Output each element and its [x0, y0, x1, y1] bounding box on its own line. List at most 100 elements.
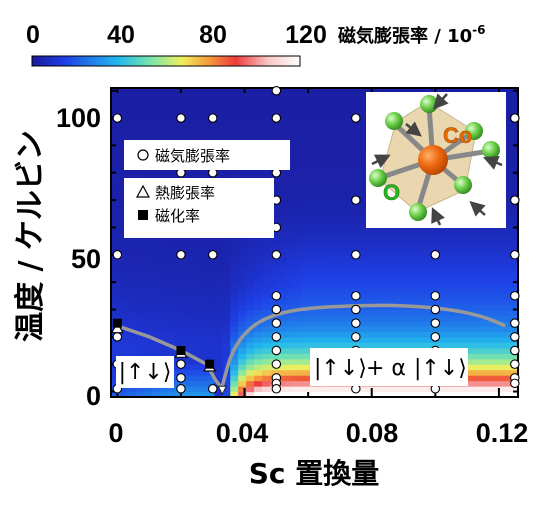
- heatmap-cell: [413, 260, 422, 267]
- heatmap-cell: [230, 172, 239, 179]
- heatmap-cell: [174, 90, 184, 97]
- heatmap-cell: [230, 293, 239, 300]
- heatmap-cell: [254, 107, 263, 114]
- heatmap-cell: [126, 249, 136, 256]
- heatmap-cell: [246, 107, 255, 114]
- heatmap-cell: [492, 249, 502, 256]
- heatmap-cell: [333, 309, 343, 316]
- heatmap-cell: [333, 320, 343, 327]
- heatmap-cell: [325, 249, 335, 256]
- data-point-circle: [510, 291, 520, 301]
- heatmap-cell: [285, 211, 295, 218]
- heatmap-cell: [150, 331, 160, 338]
- heatmap-cell: [436, 391, 446, 397]
- heatmap-cell: [118, 221, 128, 229]
- heatmap-cell: [381, 342, 390, 349]
- heatmap-cell: [190, 254, 200, 261]
- heatmap-cell: [285, 249, 295, 256]
- heatmap-cell: [142, 336, 152, 343]
- heatmap-cell: [476, 336, 486, 343]
- heatmap-cell: [198, 375, 207, 382]
- legend-label-circle: 磁気膨張率: [155, 147, 230, 165]
- heatmap-cell: [111, 107, 120, 114]
- heatmap-cell: [111, 96, 120, 103]
- heatmap-cell: [373, 254, 382, 261]
- heatmap-cell: [357, 287, 366, 294]
- heatmap-cell: [341, 194, 351, 201]
- heatmap-cell: [381, 227, 390, 234]
- heatmap-cell: [301, 118, 311, 125]
- colorbar-exponent: -6: [472, 23, 485, 37]
- heatmap-cell: [341, 249, 351, 256]
- heatmap-cell: [341, 265, 351, 272]
- heatmap-cell: [238, 293, 247, 300]
- heatmap-cell: [166, 129, 176, 136]
- heatmap-cell: [111, 375, 120, 382]
- x-tick-0.12: 0.12: [476, 418, 529, 448]
- heatmap-cell: [389, 298, 398, 305]
- data-point-circle: [176, 373, 186, 383]
- heatmap-cell: [317, 216, 327, 223]
- heatmap-cell: [182, 265, 192, 272]
- heatmap-cell: [421, 276, 430, 283]
- heatmap-cell: [277, 249, 287, 256]
- heatmap-cell: [381, 271, 390, 278]
- heatmap-cell: [214, 112, 223, 119]
- heatmap-cell: [317, 249, 327, 256]
- heatmap-cell: [142, 287, 152, 294]
- data-point-circle: [351, 332, 361, 342]
- heatmap-cell: [373, 314, 382, 322]
- heatmap-cell: [484, 325, 494, 332]
- heatmap-cell: [262, 353, 271, 360]
- heatmap-cell: [301, 150, 311, 157]
- heatmap-cell: [357, 129, 366, 136]
- heatmap-cell: [492, 260, 502, 267]
- heatmap-cell: [484, 227, 494, 234]
- heatmap-cell: [405, 325, 414, 332]
- heatmap-cell: [309, 309, 319, 316]
- heatmap-cell: [317, 386, 327, 393]
- heatmap-cell: [389, 88, 398, 92]
- heatmap-cell: [238, 123, 247, 130]
- heatmap-cell: [444, 342, 454, 349]
- heatmap-cell: [222, 101, 231, 108]
- heatmap-cell: [357, 101, 366, 108]
- heatmap-cell: [142, 134, 152, 141]
- heatmap-cell: [214, 386, 223, 393]
- heatmap-cell: [246, 380, 255, 387]
- heatmap-cell: [381, 293, 390, 300]
- heatmap-cell: [317, 90, 327, 97]
- heatmap-cell: [262, 243, 271, 250]
- heatmap-cell: [333, 227, 343, 234]
- heatmap-cell: [452, 287, 462, 294]
- heatmap-cell: [126, 90, 136, 97]
- heatmap-cell: [190, 172, 200, 179]
- heatmap-cell: [111, 216, 120, 223]
- heatmap-cell: [238, 320, 247, 327]
- heatmap-cell: [508, 139, 518, 147]
- heatmap-cell: [230, 380, 239, 387]
- heatmap-cell: [476, 254, 486, 261]
- heatmap-cell: [365, 342, 374, 349]
- heatmap-cell: [293, 88, 303, 92]
- data-point-circle: [351, 291, 361, 301]
- heatmap-cell: [317, 123, 327, 130]
- heatmap-cell: [118, 211, 128, 218]
- heatmap-cell: [238, 353, 247, 360]
- heatmap-cell: [230, 386, 239, 393]
- heatmap-cell: [277, 364, 287, 371]
- state-text-low: |↑↓⟩: [119, 360, 172, 385]
- heatmap-cell: [150, 118, 160, 125]
- heatmap-cell: [230, 336, 239, 343]
- heatmap-cell: [309, 325, 319, 332]
- heatmap-cell: [365, 331, 374, 338]
- heatmap-cell: [269, 282, 279, 289]
- heatmap-cell: [468, 336, 478, 343]
- heatmap-cell: [254, 265, 263, 272]
- heatmap-cell: [389, 271, 398, 278]
- heatmap-cell: [182, 90, 192, 97]
- heatmap-cell: [126, 314, 136, 322]
- heatmap-cell: [190, 386, 200, 393]
- heatmap-cell: [293, 287, 303, 294]
- heatmap-cell: [111, 161, 120, 168]
